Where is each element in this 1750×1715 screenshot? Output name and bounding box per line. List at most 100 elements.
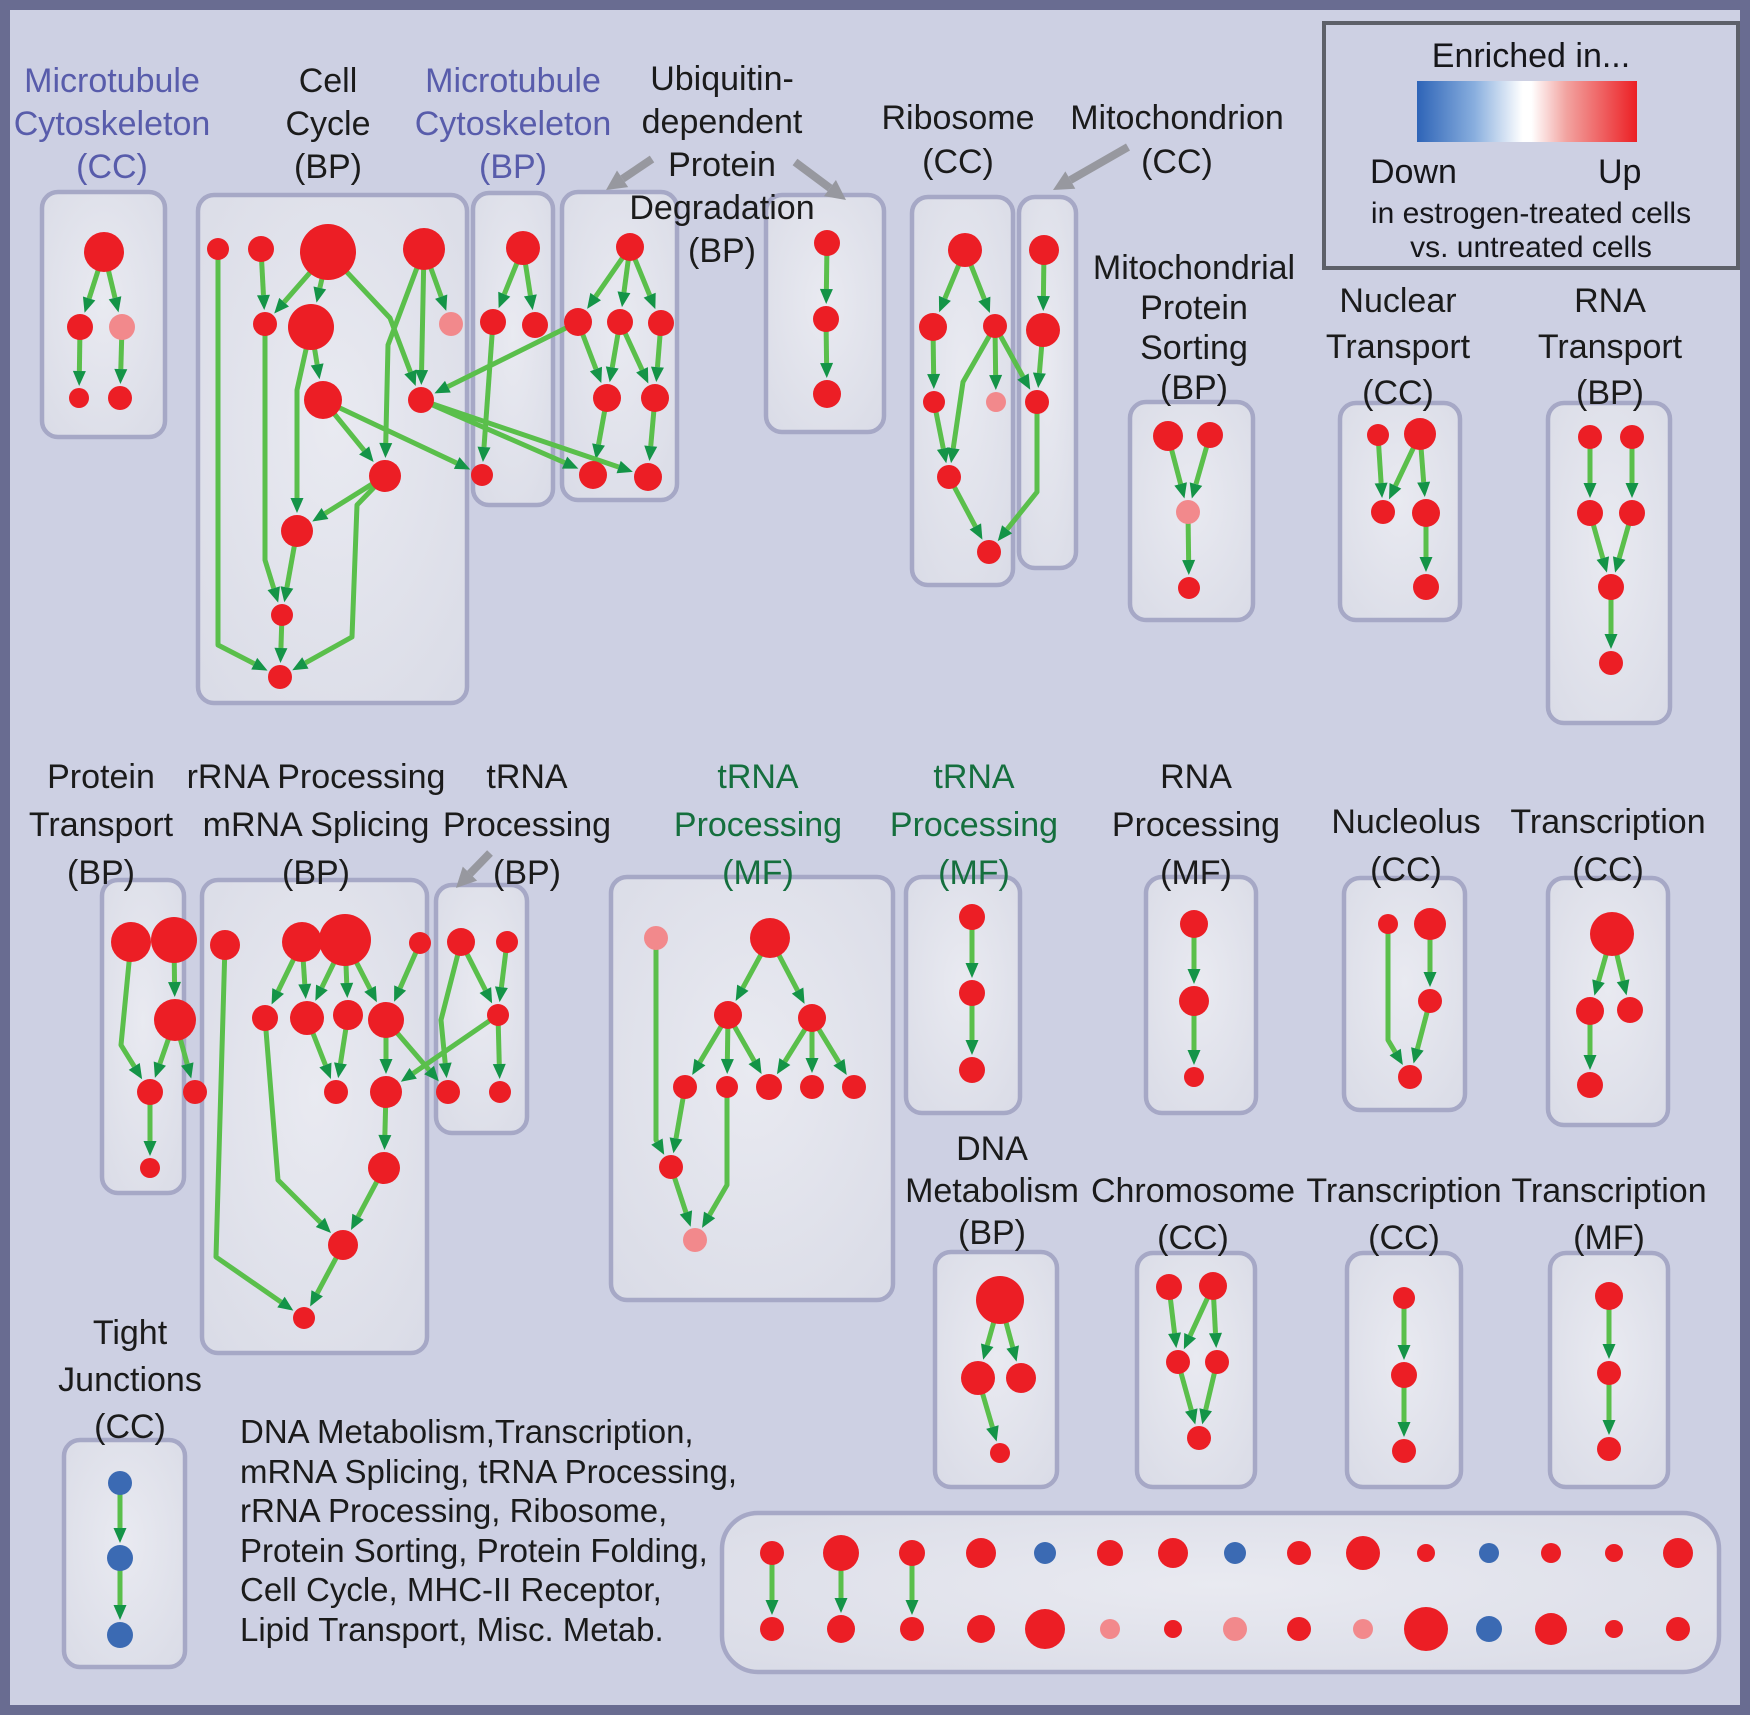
edge-line: [326, 250, 413, 373]
edge-arrowhead: [587, 292, 602, 309]
edge-arrowhead: [805, 1058, 819, 1073]
go-term-node-pink: [1223, 1617, 1247, 1641]
edge-arrowhead: [438, 1062, 452, 1079]
go-term-node-red: [634, 463, 662, 491]
edge-arrowhead: [669, 1137, 683, 1154]
edge-arrowhead: [494, 986, 508, 1003]
edge-arrowhead: [364, 985, 377, 1003]
go-term-node-red: [293, 1307, 315, 1329]
edge-arrowhead: [1168, 1332, 1181, 1349]
edge-line: [438, 941, 464, 1064]
go-term-node-pink: [1353, 1619, 1373, 1639]
go-term-node-red: [1663, 1538, 1693, 1568]
cluster-box-mitochondrion-cc: [1016, 194, 1079, 571]
edge-arrowhead: [965, 1040, 979, 1055]
edge-arrowhead: [251, 657, 268, 671]
go-term-node-red: [673, 1075, 697, 1099]
go-term-node-red: [1205, 1350, 1229, 1374]
go-term-node-red: [579, 461, 607, 489]
go-term-node-red: [798, 1004, 826, 1032]
edge-arrowhead: [274, 647, 288, 664]
go-term-node-red: [447, 928, 475, 956]
go-term-node-blue: [1476, 1616, 1502, 1642]
go-term-node-red: [648, 310, 674, 336]
edge-line: [420, 397, 620, 470]
go-term-node-red: [319, 914, 371, 966]
go-term-node-red: [1535, 1613, 1567, 1645]
go-term-node-red: [948, 233, 982, 267]
go-term-node-red: [506, 231, 540, 265]
go-term-node-red: [1595, 1282, 1623, 1310]
go-term-node-red: [959, 1057, 985, 1083]
cluster-label-transcription-mf: Transcription (MF): [1511, 1172, 1707, 1257]
go-term-node-red: [368, 1152, 400, 1184]
edge-arrowhead: [1182, 559, 1196, 576]
edge-arrowhead: [1174, 482, 1187, 499]
go-term-node-red: [1398, 1065, 1422, 1089]
edge-arrowhead: [404, 369, 417, 386]
cluster-label-trna-processing-mf-1: tRNA Processing (MF): [673, 758, 843, 892]
go-term-node-red: [1178, 577, 1200, 599]
edge-arrowhead: [720, 1058, 734, 1075]
edge-arrowhead: [1397, 1345, 1411, 1360]
go-term-node-red: [370, 1076, 402, 1108]
edge-line: [262, 1017, 323, 1225]
edge-arrowhead: [298, 983, 312, 1000]
edge-arrowhead: [997, 525, 1013, 542]
go-term-node-red: [564, 308, 592, 336]
cluster-label-nuclear-transport-cc: Nuclear Transport (CC): [1325, 282, 1471, 412]
cluster-box-dna-metabolism-bp: [932, 1249, 1060, 1490]
callout-arrows-layer: [456, 143, 1130, 888]
edge-arrowhead: [702, 1211, 716, 1228]
go-term-node-red: [959, 980, 985, 1006]
go-term-node-red: [1666, 1617, 1690, 1641]
callout-arrow-shaft: [1068, 143, 1130, 184]
go-term-node-red: [1413, 574, 1439, 600]
cluster-label-ribosome-cc: Ribosome (CC): [881, 99, 1035, 181]
go-term-node-red: [1187, 1426, 1211, 1450]
cluster-box-nuclear-transport-cc: [1337, 400, 1463, 623]
go-term-node-red: [976, 1276, 1024, 1324]
callout-arrow-shaft: [620, 155, 655, 183]
go-term-node-red: [1541, 1543, 1561, 1563]
go-term-node-red: [248, 236, 274, 262]
cluster-label-ubiquitin-dependent-protein-degradation-bp-1: Ubiquitin- dependent Protein Degradation…: [629, 60, 815, 270]
edge-arrowhead: [1036, 295, 1050, 312]
cluster-label-mitochondrial-protein-sorting-bp: Mitochondrial Protein Sorting (BP): [1092, 249, 1296, 407]
edge-arrowhead: [1604, 634, 1618, 649]
go-term-node-blue: [1224, 1542, 1246, 1564]
go-term-node-red: [1392, 1439, 1416, 1463]
go-term-node-blue: [107, 1622, 133, 1648]
edge-arrowhead: [989, 374, 1003, 391]
go-term-node-red: [108, 386, 132, 410]
go-term-node-red: [271, 604, 293, 626]
edge-arrowhead: [965, 963, 979, 978]
edge-arrowhead: [636, 367, 649, 384]
go-term-node-red: [496, 931, 518, 953]
edge-arrowhead: [765, 1600, 779, 1615]
edge-arrowhead: [334, 1062, 347, 1079]
go-term-node-red: [659, 1155, 683, 1179]
go-term-node-pink: [439, 312, 463, 336]
edge-arrowhead: [1199, 1408, 1213, 1425]
go-term-node-red: [207, 238, 229, 260]
edge-arrowhead: [168, 981, 182, 998]
cluster-label-rna-processing-mf: RNA Processing (MF): [1111, 758, 1281, 892]
go-term-node-red: [281, 515, 313, 547]
go-term-node-red: [210, 930, 240, 960]
edge-arrowhead: [153, 1061, 166, 1078]
edge-arrowhead: [969, 523, 983, 540]
go-term-node-red: [990, 1443, 1010, 1463]
go-term-node-red: [290, 1001, 324, 1035]
cluster-label-transcription-cc-2: Transcription (CC): [1306, 1172, 1502, 1257]
edge-arrowhead: [290, 498, 304, 513]
edge-arrowhead: [274, 297, 289, 314]
edge-arrowhead: [1389, 483, 1402, 500]
edge-arrowhead: [108, 296, 122, 313]
go-term-node-red: [288, 304, 334, 350]
go-term-node-red: [403, 228, 445, 270]
edge-arrowhead: [379, 1059, 393, 1074]
go-term-node-red: [140, 1158, 160, 1178]
go-term-node-red: [67, 314, 93, 340]
cluster-label-dna-metabolism-bp: DNA Metabolism (BP): [905, 1130, 1079, 1252]
